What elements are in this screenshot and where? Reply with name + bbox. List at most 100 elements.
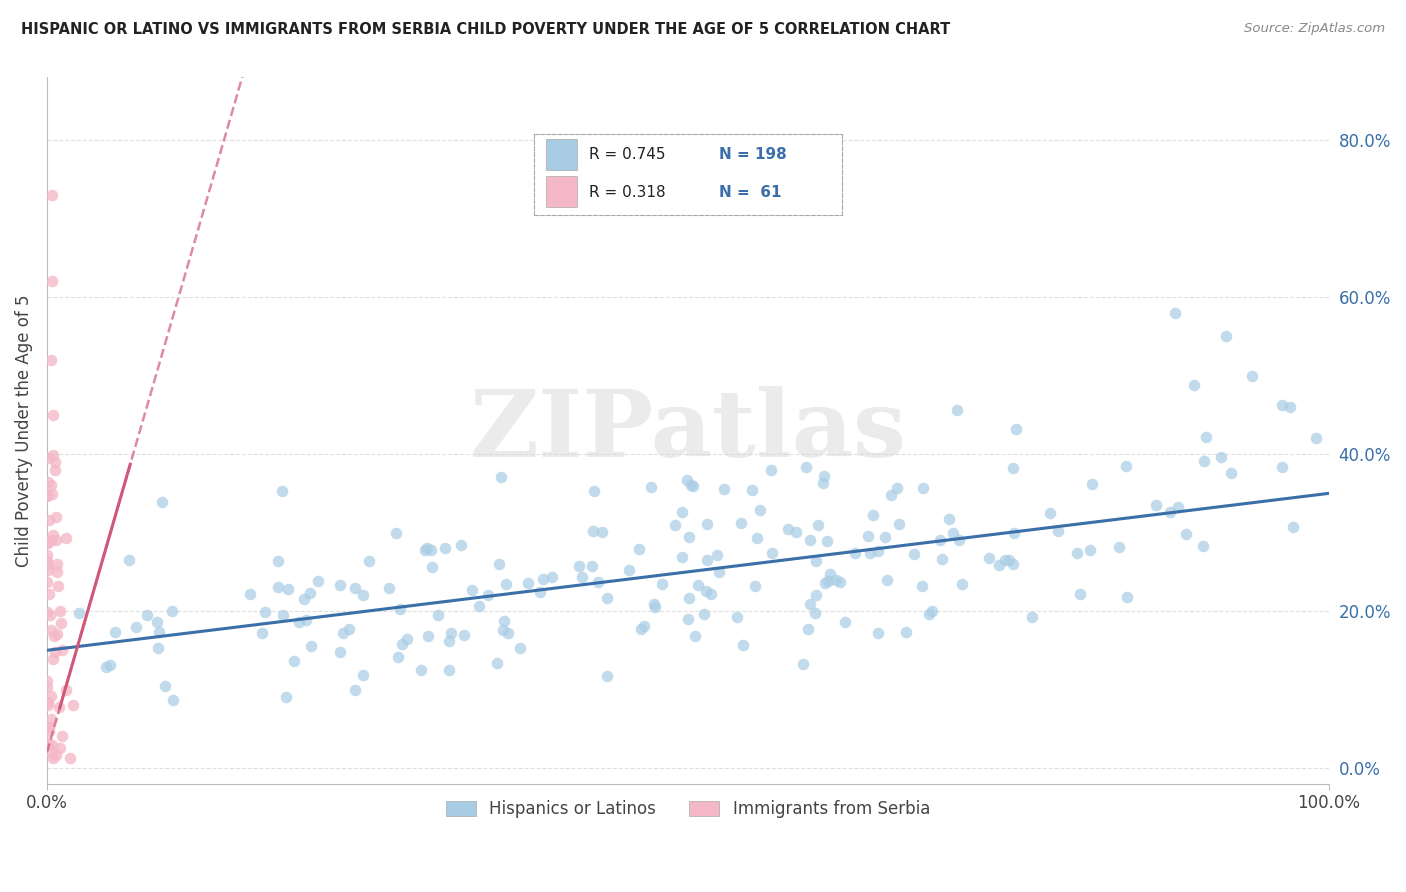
Point <box>37 605 59 619</box>
Point <box>44 748 66 763</box>
Point <box>283 654 305 668</box>
Point <box>67 606 90 620</box>
Point <box>413 543 436 558</box>
Point <box>118 552 141 566</box>
Point <box>332 625 354 640</box>
Point <box>433 541 456 555</box>
Point <box>987 558 1010 572</box>
Point <box>1159 505 1181 519</box>
Point <box>420 542 443 557</box>
Point <box>948 533 970 548</box>
Point <box>39 690 62 704</box>
Point <box>37 563 59 577</box>
Point <box>582 483 605 498</box>
Point <box>866 626 889 640</box>
Point <box>695 584 717 599</box>
Point <box>1001 461 1024 475</box>
Point <box>688 578 710 592</box>
Point <box>581 558 603 573</box>
Point <box>1182 377 1205 392</box>
Point <box>1174 527 1197 541</box>
Point <box>271 483 294 498</box>
Point <box>39 745 62 759</box>
Point <box>39 608 62 623</box>
Point <box>42 448 65 462</box>
Point <box>46 566 69 580</box>
Point <box>450 538 472 552</box>
Point <box>125 620 148 634</box>
Point <box>38 450 60 465</box>
Point <box>1005 422 1028 436</box>
Point <box>1191 539 1213 553</box>
Point <box>1021 610 1043 624</box>
Point <box>42 652 65 666</box>
Point <box>437 633 460 648</box>
Point <box>807 517 830 532</box>
Point <box>678 530 700 544</box>
Point <box>378 581 401 595</box>
Point <box>928 533 950 547</box>
Point <box>683 629 706 643</box>
Point <box>38 720 60 734</box>
Point <box>496 626 519 640</box>
Point <box>37 548 59 562</box>
Point <box>1209 450 1232 464</box>
Point <box>1282 520 1305 534</box>
Point <box>41 739 63 753</box>
Point <box>477 588 499 602</box>
Point <box>55 531 77 545</box>
Point <box>785 525 807 540</box>
Point <box>460 582 482 597</box>
Point <box>387 650 409 665</box>
Point <box>1116 591 1139 605</box>
Point <box>299 586 322 600</box>
Point <box>844 546 866 560</box>
Point <box>744 579 766 593</box>
Point <box>866 543 889 558</box>
Point <box>416 629 439 643</box>
Text: HISPANIC OR LATINO VS IMMIGRANTS FROM SERBIA CHILD POVERTY UNDER THE AGE OF 5 CO: HISPANIC OR LATINO VS IMMIGRANTS FROM SE… <box>21 22 950 37</box>
Point <box>799 533 821 548</box>
Point <box>1039 506 1062 520</box>
Point <box>162 693 184 707</box>
Point <box>633 618 655 632</box>
Point <box>696 553 718 567</box>
Point <box>39 478 62 492</box>
Point <box>294 614 316 628</box>
Point <box>516 575 538 590</box>
Point <box>796 460 818 475</box>
Point <box>664 518 686 533</box>
Point <box>488 557 510 571</box>
Point <box>682 479 704 493</box>
Point <box>792 657 814 671</box>
Point <box>671 549 693 564</box>
Point <box>1046 524 1069 539</box>
Point <box>1240 368 1263 383</box>
Point <box>759 463 782 477</box>
Point <box>35 680 58 694</box>
Point <box>950 577 973 591</box>
Point <box>46 627 69 641</box>
Point <box>51 643 73 657</box>
Point <box>37 674 59 689</box>
Point <box>911 481 934 495</box>
Point <box>62 698 84 713</box>
Point <box>815 533 838 548</box>
Point <box>761 545 783 559</box>
Point <box>707 565 730 579</box>
Point <box>725 610 748 624</box>
Point <box>1271 398 1294 412</box>
Point <box>453 628 475 642</box>
Point <box>799 597 821 611</box>
Point <box>329 645 352 659</box>
Point <box>146 615 169 629</box>
Point <box>1164 306 1187 320</box>
Point <box>858 529 880 543</box>
Point <box>1144 498 1167 512</box>
Point <box>1108 540 1130 554</box>
Text: Source: ZipAtlas.com: Source: ZipAtlas.com <box>1244 22 1385 36</box>
Point <box>1080 542 1102 557</box>
Point <box>239 587 262 601</box>
Point <box>1220 466 1243 480</box>
Point <box>651 577 673 591</box>
